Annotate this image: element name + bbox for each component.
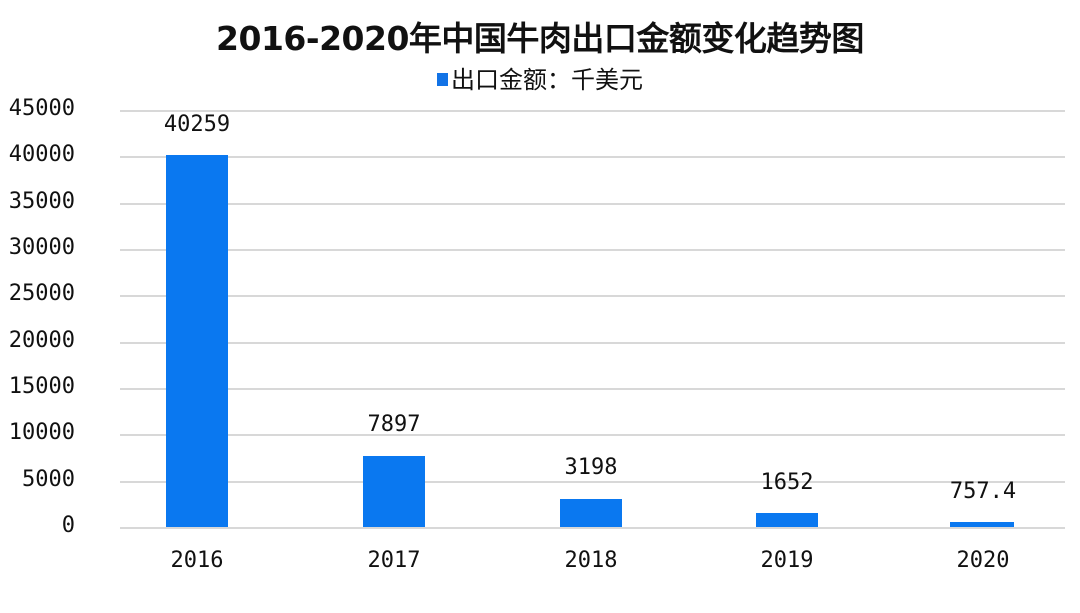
- gridline: [120, 481, 1065, 483]
- data-label: 3198: [564, 455, 618, 480]
- y-tick-label: 30000: [8, 235, 75, 260]
- y-tick-label: 45000: [8, 96, 75, 121]
- y-tick-label: 5000: [22, 467, 75, 492]
- x-tick-label: 2018: [564, 548, 618, 573]
- chart-title: 2016-2020年中国牛肉出口金额变化趋势图: [216, 19, 864, 58]
- data-label: 7897: [367, 412, 421, 437]
- y-tick-label: 10000: [8, 420, 75, 445]
- gridline: [120, 203, 1065, 205]
- legend-label: 出口金额：千美元: [451, 66, 643, 94]
- data-label: 757.4: [949, 479, 1017, 504]
- data-label: 1652: [760, 470, 814, 495]
- gridline: [120, 388, 1065, 390]
- bar-2016: [166, 155, 228, 527]
- legend: 出口金额：千美元: [0, 60, 1080, 95]
- gridline: [120, 156, 1065, 158]
- x-tick-label: 2017: [367, 548, 421, 573]
- y-tick-label: 15000: [8, 374, 75, 399]
- gridline: [120, 295, 1065, 297]
- y-tick-label: 0: [61, 513, 75, 538]
- gridline: [120, 110, 1065, 112]
- bar-2018: [560, 499, 622, 527]
- bar-2017: [363, 456, 425, 527]
- x-tick-label: 2016: [170, 548, 224, 573]
- x-tick-label: 2019: [760, 548, 814, 573]
- data-label: 40259: [163, 112, 231, 137]
- bar-2020: [950, 522, 1014, 527]
- y-tick-label: 25000: [8, 281, 75, 306]
- gridline: [120, 249, 1065, 251]
- bar-2019: [756, 513, 818, 527]
- y-tick-label: 40000: [8, 142, 75, 167]
- gridline: [120, 527, 1065, 529]
- gridline: [120, 342, 1065, 344]
- legend-swatch-icon: [437, 72, 448, 86]
- gridline: [120, 434, 1065, 436]
- plot-area: 40259 7897 3198 1652 757.4 2016 2017 201…: [120, 0, 1065, 613]
- y-tick-label: 35000: [8, 189, 75, 214]
- y-tick-label: 20000: [8, 328, 75, 353]
- x-tick-label: 2020: [956, 548, 1010, 573]
